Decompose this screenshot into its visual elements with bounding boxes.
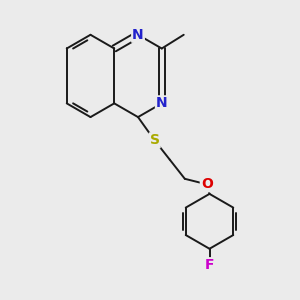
Text: N: N (156, 96, 168, 110)
Text: S: S (150, 134, 160, 147)
Text: O: O (201, 177, 213, 191)
Text: F: F (205, 258, 214, 272)
Text: N: N (132, 28, 144, 42)
